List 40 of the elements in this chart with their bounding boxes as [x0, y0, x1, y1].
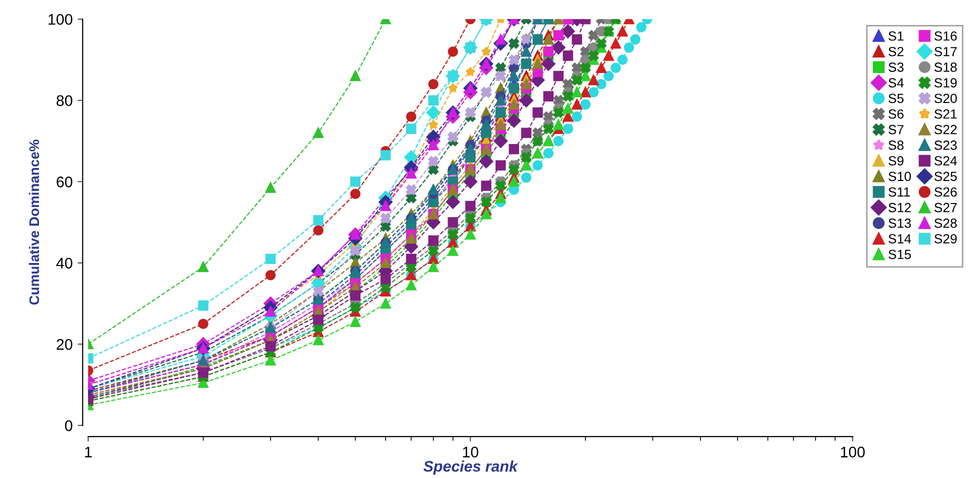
- legend-label: S20: [934, 94, 957, 104]
- legend-label: S12: [888, 202, 911, 212]
- legend-label: S7: [888, 124, 904, 134]
- legend-label: S22: [934, 124, 957, 134]
- x-axis-title: Species rank: [423, 460, 518, 475]
- y-tick-label: 80: [56, 95, 72, 106]
- legend-label: S18: [934, 62, 957, 72]
- legend-label: S13: [888, 218, 911, 228]
- legend-label: S14: [888, 234, 912, 244]
- legend-label: S23: [934, 140, 957, 150]
- legend-label: S10: [888, 172, 911, 182]
- legend-label: S29: [934, 234, 957, 244]
- legend-label: S25: [934, 172, 957, 182]
- x-tick-label: 100: [841, 446, 865, 458]
- legend-label: S17: [934, 46, 957, 56]
- legend-label: S1: [888, 31, 904, 41]
- legend-label: S21: [934, 109, 957, 119]
- legend-label: S2: [888, 46, 904, 56]
- legend-label: S26: [934, 187, 957, 197]
- x-tick-label: 10: [463, 446, 478, 458]
- legend-label: S19: [934, 78, 957, 88]
- legend-label: S24: [934, 156, 957, 166]
- y-axis-title: Cumulative Dominance%: [28, 140, 40, 305]
- legend-label: S27: [934, 202, 957, 212]
- y-tick-label: 40: [56, 258, 72, 269]
- legend-label: S5: [888, 94, 904, 104]
- legend-label: S4: [888, 78, 904, 88]
- y-tick-label: 100: [48, 14, 72, 25]
- legend-label: S11: [888, 187, 910, 197]
- y-tick-label: 0: [65, 420, 72, 432]
- legend-label: S6: [888, 109, 904, 119]
- legend-label: S28: [934, 218, 957, 228]
- legend-label: S15: [888, 250, 911, 260]
- legend-label: S3: [888, 62, 904, 72]
- y-tick-label: 20: [56, 339, 72, 350]
- legend-label: S16: [934, 31, 957, 41]
- legend-label: S8: [888, 140, 904, 150]
- legend-label: S9: [888, 156, 904, 166]
- x-tick-label: 1: [85, 446, 92, 458]
- y-tick-label: 60: [56, 176, 72, 188]
